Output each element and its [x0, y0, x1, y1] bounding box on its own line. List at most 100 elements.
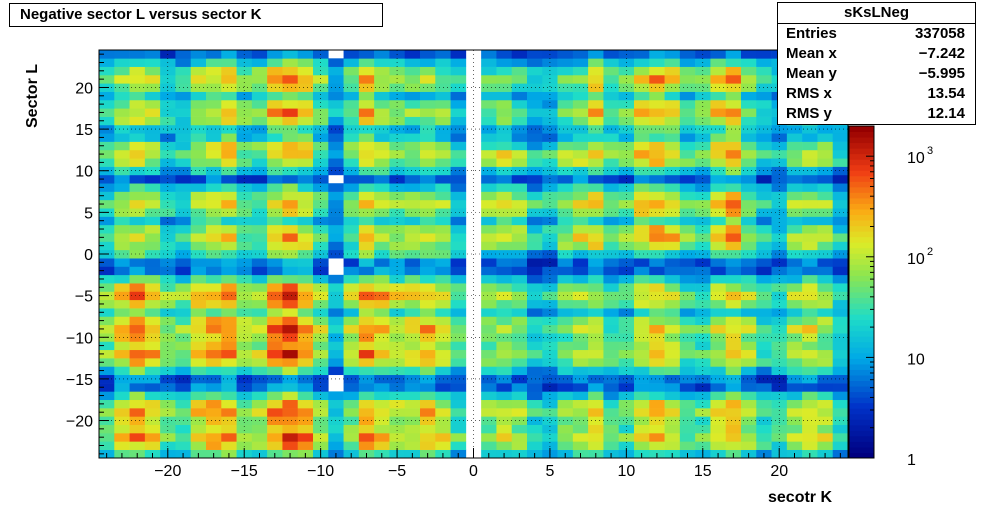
heatmap-cell: [144, 341, 161, 351]
heatmap-cell: [572, 291, 589, 301]
heatmap-cell: [786, 308, 803, 317]
heatmap-cell: [649, 441, 665, 450]
heatmap-cell: [358, 191, 375, 201]
heatmap-cell: [435, 308, 451, 317]
heatmap-cell: [511, 216, 528, 226]
heatmap-cell: [756, 50, 772, 59]
heatmap-cell: [389, 216, 406, 226]
heatmap-cell: [404, 316, 421, 326]
heatmap-cell: [542, 141, 558, 151]
heatmap-cell: [190, 241, 207, 251]
heatmap-cell: [588, 149, 604, 159]
heatmap-cell: [389, 341, 406, 351]
heatmap-cell: [588, 274, 604, 284]
heatmap-cell: [649, 366, 665, 376]
heatmap-cell: [236, 291, 253, 301]
heatmap-cell: [251, 433, 268, 442]
heatmap-cell: [802, 133, 818, 142]
heatmap-cell: [282, 416, 299, 425]
heatmap-cell: [99, 274, 115, 284]
heatmap-cell: [175, 383, 192, 392]
heatmap-cell: [634, 308, 650, 317]
heatmap-cell: [802, 258, 818, 267]
heatmap-cell: [725, 108, 742, 117]
heatmap-cell: [649, 283, 665, 292]
heatmap-cell: [603, 174, 620, 184]
heatmap-cell: [542, 124, 558, 134]
heatmap-cell: [603, 183, 620, 192]
heatmap-cell: [221, 374, 237, 384]
heatmap-cell: [679, 158, 696, 167]
heatmap-cell: [542, 116, 558, 126]
heatmap-cell: [741, 224, 757, 234]
heatmap-cell: [206, 216, 222, 226]
heatmap-cell: [588, 383, 604, 392]
heatmap-cell: [481, 424, 497, 434]
heatmap-cell: [572, 333, 589, 342]
heatmap-cell: [267, 208, 283, 217]
heatmap-cell: [572, 249, 589, 259]
heatmap-cell: [206, 433, 222, 442]
heatmap-cell: [389, 74, 406, 84]
heatmap-cell: [511, 258, 528, 267]
heatmap-cell: [420, 358, 436, 367]
heatmap-cell: [358, 349, 375, 359]
heatmap-cell: [664, 66, 681, 76]
heatmap-cell: [572, 216, 589, 226]
heatmap-cell: [572, 358, 589, 367]
heatmap-cell: [756, 74, 772, 84]
heatmap-cell: [190, 208, 207, 217]
heatmap-cell: [725, 183, 742, 192]
heatmap-cell: [542, 341, 558, 351]
heatmap-cell: [99, 399, 115, 409]
heatmap-cell: [572, 166, 589, 176]
heatmap-cell: [129, 366, 146, 376]
heatmap-cell: [267, 433, 283, 442]
heatmap-cell: [603, 149, 620, 159]
heatmap-cell: [588, 199, 604, 209]
heatmap-cell: [343, 274, 360, 284]
heatmap-cell: [802, 158, 818, 167]
heatmap-cell: [450, 341, 467, 351]
heatmap-cell: [618, 208, 635, 217]
heatmap-cell: [817, 166, 834, 176]
heatmap-cell: [572, 433, 589, 442]
heatmap-cell: [649, 191, 665, 201]
heatmap-cell: [679, 133, 696, 142]
heatmap-cell: [175, 308, 192, 317]
heatmap-cell: [527, 374, 543, 384]
heatmap-cell: [435, 74, 451, 84]
heatmap-cell: [374, 183, 390, 192]
heatmap-cell: [817, 333, 834, 342]
heatmap-cell: [572, 283, 589, 292]
heatmap-cell: [710, 333, 727, 342]
heatmap-cell: [695, 208, 711, 217]
heatmap-cell: [420, 99, 436, 109]
heatmap-cell: [603, 133, 620, 142]
heatmap-cell: [725, 216, 742, 226]
heatmap-cell: [450, 216, 467, 226]
heatmap-cell: [664, 108, 681, 117]
heatmap-cell: [664, 50, 681, 59]
heatmap-cell: [313, 383, 329, 392]
heatmap-cell: [741, 191, 757, 201]
heatmap-cell: [267, 116, 283, 126]
heatmap-cell: [450, 399, 467, 409]
heatmap-cell: [206, 141, 222, 151]
heatmap-cell: [99, 324, 115, 334]
y-tick-label: −10: [66, 330, 93, 347]
heatmap-cell: [236, 99, 253, 109]
heatmap-cell: [572, 58, 589, 67]
heatmap-cell: [236, 441, 253, 450]
heatmap-cell: [374, 324, 390, 334]
heatmap-cell: [221, 366, 237, 376]
heatmap-cell: [374, 99, 390, 109]
heatmap-cell: [572, 99, 589, 109]
heatmap-cell: [374, 233, 390, 242]
heatmap-cell: [389, 424, 406, 434]
heatmap-cell: [175, 324, 192, 334]
heatmap-cell: [450, 366, 467, 376]
heatmap-cell: [695, 108, 711, 117]
heatmap-cell: [725, 416, 742, 425]
heatmap-cell: [725, 349, 742, 359]
